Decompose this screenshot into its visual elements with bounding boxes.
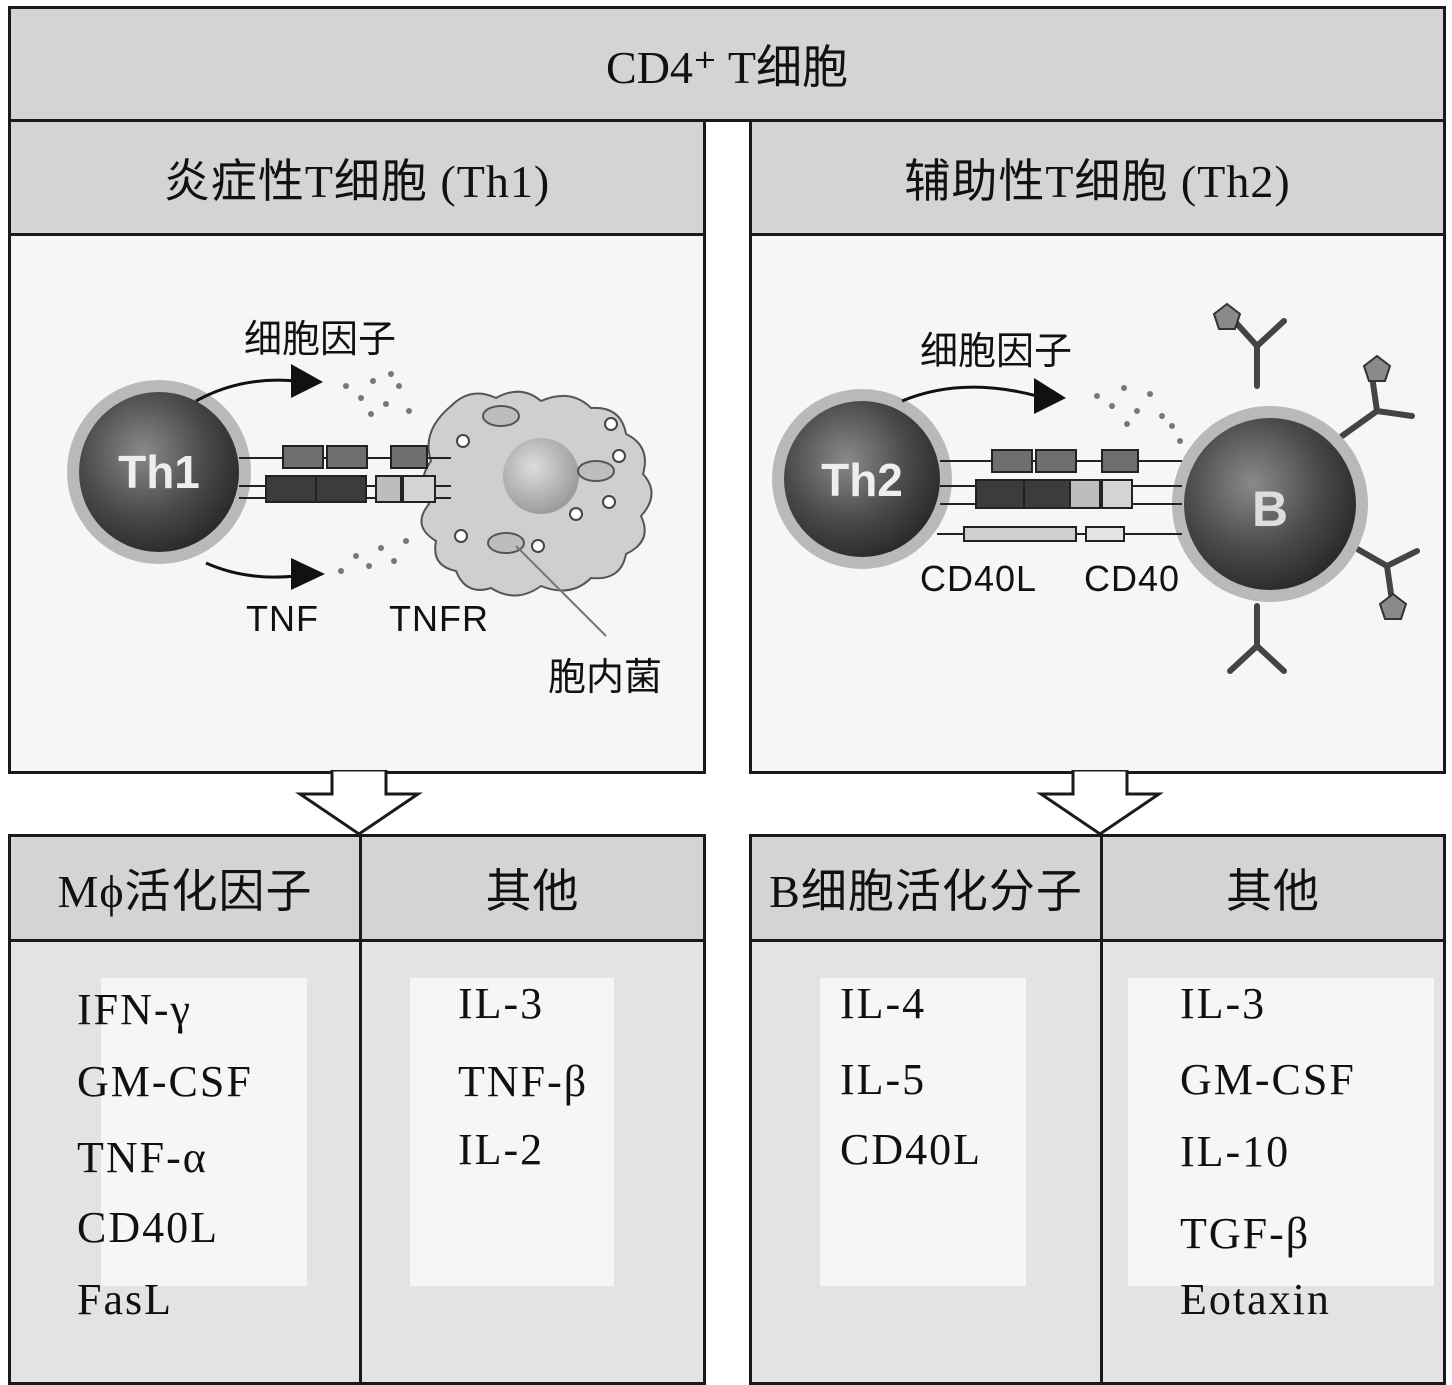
antibodies: [1227, 313, 1420, 674]
receptor-complex: [239, 445, 451, 503]
list-item: Eotaxin: [1180, 1275, 1331, 1324]
list-item: FasL: [77, 1275, 173, 1324]
tnf-label: TNF: [246, 598, 319, 639]
th1-col1-header: Mϕ活化因子: [8, 834, 362, 942]
list-item: IFN-γ: [77, 985, 192, 1034]
list-item: IL-3: [1180, 979, 1267, 1028]
intracellular-bacteria: [482, 405, 615, 554]
th1-header-text: 炎症性T细胞 (Th1): [163, 155, 551, 207]
th2-header-text: 辅助性T细胞 (Th2): [904, 155, 1291, 207]
cd40-label: CD40: [1084, 558, 1181, 599]
th1-cytokine-label: 细胞因子: [244, 319, 397, 361]
list-item: CD40L: [840, 1125, 982, 1174]
list-item: IL-4: [840, 979, 927, 1028]
list-item: TNF-α: [77, 1133, 208, 1182]
th1-cell-label: Th1: [118, 446, 200, 498]
list-item: IL-10: [1180, 1127, 1291, 1176]
list-item: IL-3: [458, 979, 545, 1028]
cd4-title-bar: CD4⁺ T细胞: [8, 6, 1446, 122]
th1-col2-list: IL-3 TNF-β IL-2: [458, 978, 588, 1196]
th2-cell: [784, 401, 940, 557]
list-item: CD40L: [77, 1203, 219, 1252]
list-item: GM-CSF: [1180, 1055, 1356, 1104]
antigens: [1212, 302, 1408, 620]
th2-down-arrow: [1036, 770, 1164, 836]
th1-col2-inner: [410, 978, 614, 1286]
th2-header: 辅助性T细胞 (Th2): [749, 119, 1446, 236]
tnfr-label: TNFR: [389, 598, 489, 639]
receptor-complex: [937, 449, 1182, 542]
cytokine-arrow: [901, 385, 1038, 403]
cd4-title: CD4⁺ T细胞: [606, 42, 848, 93]
th1-col2-header: 其他: [359, 834, 706, 942]
cytokine-dots: [1094, 385, 1183, 444]
bacteria-label: 胞内菌: [548, 657, 663, 699]
list-item: IL-2: [458, 1125, 545, 1174]
th2-cytokine-label: 细胞因子: [920, 331, 1073, 373]
b-cell-label: B: [1252, 481, 1288, 537]
list-item: IL-5: [840, 1055, 927, 1104]
list-item: TGF-β: [1180, 1209, 1311, 1258]
th1-col1-body: IFN-γ GM-CSF TNF-α CD40L FasL: [8, 939, 362, 1385]
bacteria-pointer: [515, 545, 607, 637]
th2-illustration-panel: B Th2 细胞因子 CD40L CD4: [749, 233, 1446, 774]
th2-cell-label: Th2: [821, 454, 903, 506]
th2-col1-body: IL-4 IL-5 CD40L: [749, 939, 1103, 1385]
th1-illustration-panel: Th1: [8, 233, 706, 774]
th2-col1-header: B细胞活化分子: [749, 834, 1103, 942]
th2-col1-inner: [820, 978, 1026, 1286]
b-cell: [1184, 418, 1356, 590]
th2-col1-list: IL-4 IL-5 CD40L: [840, 978, 982, 1196]
th1-cell: [79, 392, 239, 552]
macrophage-nucleus: [503, 438, 579, 514]
arrow-head: [1034, 378, 1066, 414]
th2-col2-inner: [1128, 978, 1434, 1286]
th1-illustration: Th1: [67, 364, 653, 637]
vesicles: [454, 417, 626, 553]
th2-col1-header-text: B细胞活化分子: [769, 866, 1083, 917]
th2-col2-body: IL-3 GM-CSF IL-10 TGF-β Eotaxin: [1100, 939, 1446, 1385]
list-item: GM-CSF: [77, 1057, 253, 1106]
th1-header: 炎症性T细胞 (Th1): [8, 119, 706, 236]
cytokine-arrows: [195, 378, 297, 579]
th1-col1-inner: [101, 978, 307, 1286]
th1-col1-header-text: Mϕ活化因子: [57, 866, 313, 917]
cytokine-dots: [338, 371, 412, 574]
th1-col1-list: IFN-γ GM-CSF TNF-α CD40L FasL: [77, 984, 253, 1346]
th2-col2-list: IL-3 GM-CSF IL-10 TGF-β Eotaxin: [1180, 978, 1356, 1346]
th1-down-arrow: [295, 770, 423, 836]
th1-col2-body: IL-3 TNF-β IL-2: [359, 939, 706, 1385]
arrow-heads: [291, 364, 325, 590]
th1-col2-header-text: 其他: [485, 866, 580, 917]
list-item: TNF-β: [458, 1057, 589, 1106]
th2-illustration: B Th2: [772, 302, 1420, 674]
th2-col2-header-text: 其他: [1226, 866, 1320, 917]
cd40l-label: CD40L: [920, 558, 1038, 599]
th2-col2-header: 其他: [1100, 834, 1446, 942]
